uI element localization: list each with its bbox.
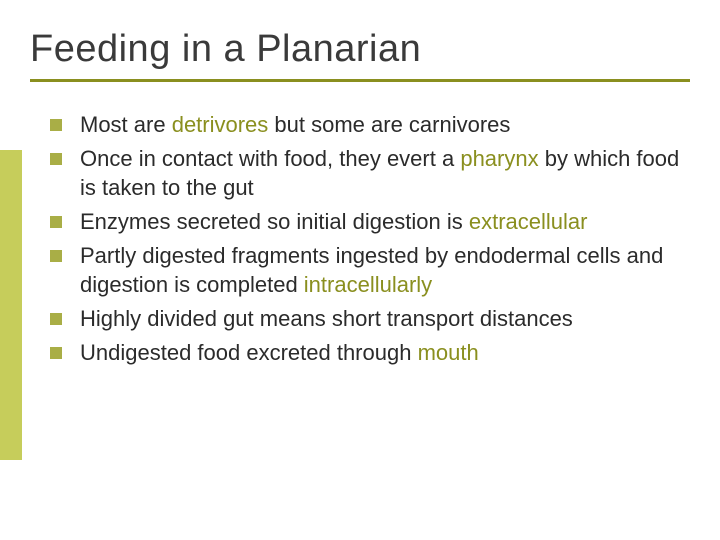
bullet-text: Partly digested fragments ingested by en… [80,241,680,300]
bullet-text: Most are detrivores but some are carnivo… [80,110,510,140]
highlight-run: pharynx [460,146,538,171]
side-accent-bar [0,150,22,460]
slide-title: Feeding in a Planarian [30,28,690,71]
bullet-text: Enzymes secreted so initial digestion is… [80,207,587,237]
list-item: Undigested food excreted through mouth [50,338,680,368]
square-bullet-icon [50,216,62,228]
list-item: Most are detrivores but some are carnivo… [50,110,680,140]
bullet-text: Undigested food excreted through mouth [80,338,479,368]
highlight-run: mouth [418,340,479,365]
slide: Feeding in a Planarian Most are detrivor… [0,0,720,540]
highlight-run: extracellular [469,209,588,234]
list-item: Enzymes secreted so initial digestion is… [50,207,680,237]
text-run: Most are [80,112,172,137]
text-run: Undigested food excreted through [80,340,418,365]
bullet-text: Highly divided gut means short transport… [80,304,573,334]
list-item: Once in contact with food, they evert a … [50,144,680,203]
bullet-list: Most are detrivores but some are carnivo… [50,110,680,372]
square-bullet-icon [50,119,62,131]
text-run: Once in contact with food, they evert a [80,146,460,171]
square-bullet-icon [50,347,62,359]
list-item: Highly divided gut means short transport… [50,304,680,334]
bullet-text: Once in contact with food, they evert a … [80,144,680,203]
title-underline [30,79,690,82]
highlight-run: detrivores [172,112,269,137]
highlight-run: intracellularly [304,272,432,297]
list-item: Partly digested fragments ingested by en… [50,241,680,300]
text-run: Highly divided gut means short transport… [80,306,573,331]
square-bullet-icon [50,250,62,262]
title-block: Feeding in a Planarian [30,28,690,82]
text-run: Enzymes secreted so initial digestion is [80,209,469,234]
text-run: but some are carnivores [268,112,510,137]
square-bullet-icon [50,313,62,325]
square-bullet-icon [50,153,62,165]
